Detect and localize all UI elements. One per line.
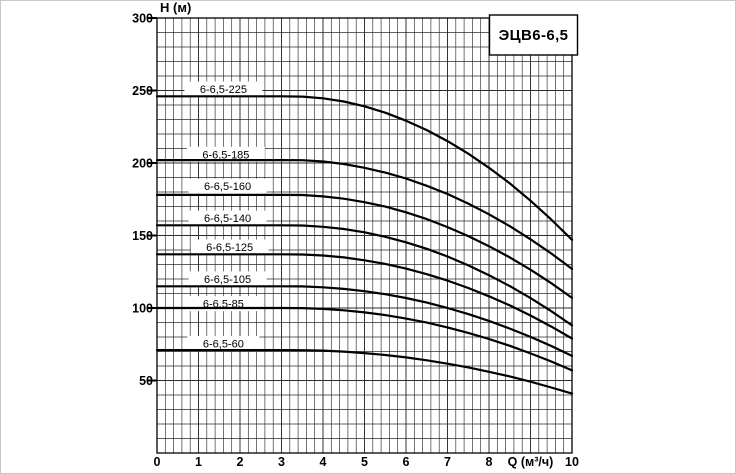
y-tick-label: 50	[139, 374, 153, 388]
curve-label-mask-6-6-5-125	[190, 239, 269, 255]
curve-label-mask-6-6-5-225	[184, 81, 263, 97]
curve-label-mask-6-6-5-60	[187, 336, 260, 352]
grid	[156, 17, 573, 454]
x-tick-label: 6	[403, 455, 410, 469]
y-tick-label: 250	[132, 84, 153, 98]
title-box: ЭЦВ6-6,5	[488, 14, 579, 56]
curve-6-6-5-160	[155, 193, 574, 299]
curve-6-6-5-225	[155, 95, 574, 241]
axis-ticks: 50 100 150 200 250 300 0 1 2 3 4 5 6 7 8 10	[132, 12, 579, 470]
curves	[155, 95, 574, 395]
curve-6-6-5-60	[155, 349, 574, 395]
x-tick-label: 0	[154, 455, 161, 469]
curve-6-6-5-105	[155, 285, 574, 357]
curve-label-6-6-5-105: 6-6,5-105	[204, 274, 251, 286]
x-tick-label: 10	[565, 455, 579, 469]
curve-label-mask-6-6-5-140	[188, 210, 267, 226]
x-tick-label: 1	[195, 455, 202, 469]
y-axis-title: H (м)	[160, 0, 191, 15]
curve-label-mask-6-6-5-105	[188, 271, 267, 287]
y-tick-label: 150	[132, 229, 153, 243]
curve-label-6-6-5-160: 6-6,5-160	[204, 181, 251, 193]
curve-label-6-6-5-125: 6-6,5-125	[206, 242, 253, 254]
x-tick-label: 3	[278, 455, 285, 469]
y-tick-label: 300	[132, 12, 153, 26]
curve-label-6-6-5-140: 6-6,5-140	[204, 213, 251, 225]
curve-6-6-5-85	[155, 306, 574, 372]
curve-label-6-6-5-225: 6-6,5-225	[200, 84, 247, 96]
y-tick-label: 200	[132, 157, 153, 171]
x-axis-title: Q (м³/ч)	[508, 455, 554, 469]
x-tick-label: 7	[444, 455, 451, 469]
curve-label-6-6-5-60: 6-6,5-60	[203, 339, 244, 351]
curve-label-mask-6-6-5-160	[188, 178, 267, 194]
x-tick-label: 2	[237, 455, 244, 469]
curve-label-mask-6-6-5-185	[186, 146, 265, 162]
curve-6-6-5-140	[155, 224, 574, 327]
curve-6-6-5-185	[155, 159, 574, 270]
curve-6-6-5-125	[155, 253, 574, 340]
x-tick-label: 8	[486, 455, 493, 469]
x-tick-label: 4	[320, 455, 327, 469]
curve-label-6-6-5-185: 6-6,5-185	[202, 149, 249, 161]
y-tick-label: 100	[132, 302, 153, 316]
curve-labels: 6-6,5-225 6-6,5-185 6-6,5-160 6-6,5-140 6-6,…	[184, 81, 269, 352]
chart-title: ЭЦВ6-6,5	[499, 27, 569, 44]
title-box-frame	[488, 14, 579, 56]
x-tick-label: 5	[361, 455, 368, 469]
